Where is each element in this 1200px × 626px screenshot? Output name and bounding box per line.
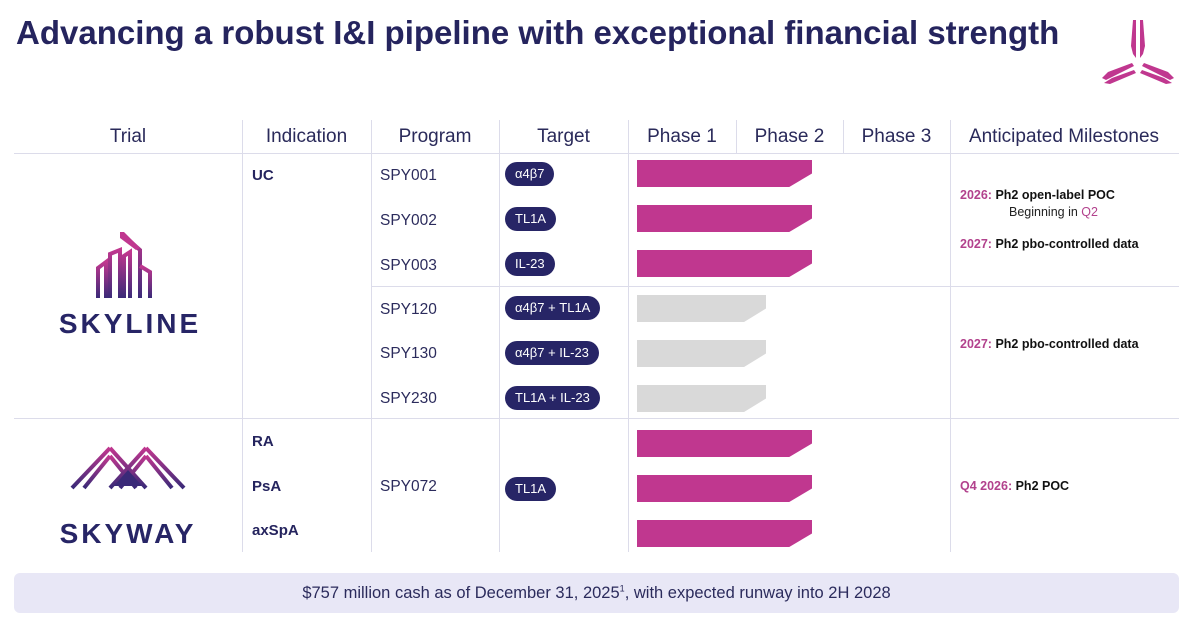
- phase-bar-spy001: [637, 160, 812, 187]
- page-title: Advancing a robust I&I pipeline with exc…: [16, 14, 1060, 51]
- skyline-group-divider: [371, 286, 1179, 287]
- phase-bar-psa: [637, 475, 812, 502]
- header-milestones: Anticipated Milestones: [968, 126, 1160, 147]
- milestone-2026-poc: 2026: Ph2 open-label POC: [960, 188, 1115, 202]
- skyway-logo-text: SKYWAY: [59, 518, 197, 549]
- target-pill: IL-23: [505, 252, 555, 276]
- column-divider: [843, 120, 844, 153]
- program-spy002: SPY002: [380, 212, 437, 229]
- milestone-2026-sub: Beginning in Q2: [1009, 205, 1098, 219]
- cash-runway-banner: $757 million cash as of December 31, 202…: [14, 573, 1179, 613]
- phase-bar-spy003: [637, 250, 812, 277]
- indication-uc: UC: [252, 167, 274, 184]
- indication-psa: PsA: [252, 478, 282, 495]
- phase-bar-spy002: [637, 205, 812, 232]
- skyline-building-icon: [96, 232, 152, 298]
- program-spy003: SPY003: [380, 257, 437, 274]
- program-spy001: SPY001: [380, 167, 437, 184]
- milestone-q4-2026-skyway: Q4 2026: Ph2 POC: [960, 479, 1070, 493]
- column-divider: [371, 120, 372, 552]
- trial-divider: [14, 418, 1179, 419]
- skyway-bridge-icon: [66, 432, 190, 502]
- header-phase-3: Phase 3: [861, 126, 932, 147]
- header-divider: [14, 153, 1179, 154]
- target-pill: α4β7 + TL1A: [505, 296, 601, 320]
- indication-ra: RA: [252, 433, 274, 450]
- program-spy072: SPY072: [380, 478, 437, 495]
- program-spy130: SPY130: [380, 345, 437, 362]
- header-phase-2: Phase 2: [754, 126, 825, 147]
- milestone-2027-skyline-mono: 2027: Ph2 pbo-controlled data: [960, 237, 1139, 251]
- target-pill: TL1A + IL-23: [505, 386, 600, 410]
- phase-bar-spy230: [637, 385, 766, 412]
- header-program: Program: [398, 126, 472, 147]
- milestone-2027-skyline-combo: 2027: Ph2 pbo-controlled data: [960, 337, 1139, 351]
- target-pill: TL1A: [505, 207, 557, 231]
- header-target: Target: [537, 126, 590, 147]
- header-phase-1: Phase 1: [647, 126, 717, 147]
- target-pill: α4β7: [505, 162, 555, 186]
- column-divider: [950, 120, 951, 552]
- column-divider: [242, 120, 243, 552]
- phase-bar-spy120: [637, 295, 766, 322]
- column-divider: [736, 120, 737, 153]
- program-spy120: SPY120: [380, 301, 437, 318]
- program-spy230: SPY230: [380, 390, 437, 407]
- footnote-marker: 1: [619, 583, 625, 594]
- header-indication: Indication: [265, 126, 348, 147]
- target-pill: α4β7 + IL-23: [505, 341, 599, 365]
- skyline-logo-text: SKYLINE: [58, 308, 202, 339]
- phase-bar-spy130: [637, 340, 766, 367]
- phase-bar-axspa: [637, 520, 812, 547]
- phase-bar-ra: [637, 430, 812, 457]
- column-divider: [628, 120, 629, 552]
- header-trial: Trial: [109, 126, 147, 147]
- target-pill: TL1A: [505, 477, 557, 501]
- indication-axspa: axSpA: [252, 522, 299, 539]
- company-logo-icon: [1102, 20, 1174, 84]
- column-divider: [499, 120, 500, 552]
